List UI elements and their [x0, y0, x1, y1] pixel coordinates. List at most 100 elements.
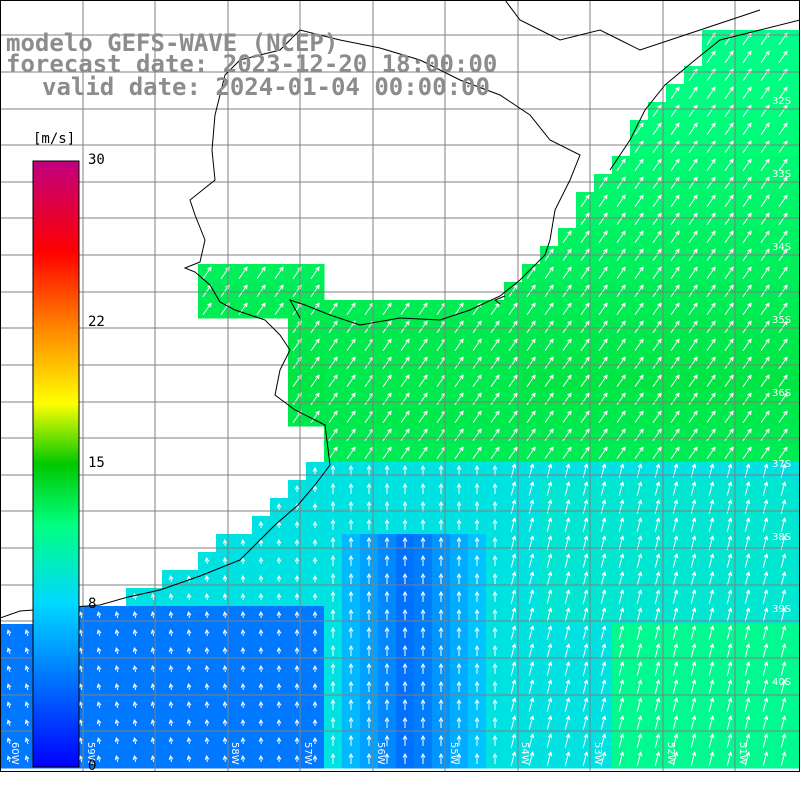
wind-arrow — [312, 646, 318, 655]
wind-arrow — [474, 752, 480, 764]
wind-arrow — [438, 536, 444, 548]
wind-arrow — [762, 463, 769, 478]
wind-arrow — [418, 356, 428, 370]
wind-arrow — [258, 538, 264, 547]
wind-arrow — [724, 374, 734, 388]
wind-arrow — [348, 518, 354, 530]
wind-arrow — [688, 266, 698, 280]
wind-vectors — [6, 32, 788, 766]
wind-arrow — [348, 608, 354, 620]
latitude-label: 36S — [772, 388, 791, 399]
wind-arrow — [402, 734, 408, 746]
wind-arrow — [6, 683, 12, 690]
wind-arrow — [636, 553, 643, 568]
wind-arrow — [636, 625, 643, 640]
wind-arrow — [652, 320, 662, 334]
wind-arrow — [652, 122, 662, 136]
wind-arrow — [150, 647, 156, 655]
wind-arrow — [348, 644, 354, 656]
wind-arrow — [528, 751, 535, 766]
wind-arrow — [330, 590, 336, 602]
wind-arrow — [636, 733, 643, 748]
wind-arrow — [688, 320, 698, 334]
wind-arrow — [546, 643, 553, 658]
wind-arrow — [150, 683, 156, 691]
wind-arrow — [78, 755, 84, 763]
wind-arrow — [598, 428, 608, 442]
wind-arrow — [778, 284, 788, 298]
wind-arrow — [672, 571, 679, 586]
wind-arrow — [510, 661, 517, 676]
wind-arrow — [708, 625, 715, 640]
wind-arrow — [420, 482, 426, 494]
wind-arrow — [724, 194, 734, 208]
wind-arrow — [654, 481, 661, 496]
wind-arrow — [490, 410, 500, 424]
wind-arrow — [510, 697, 517, 712]
wind-arrow — [598, 176, 608, 190]
wind-arrow — [726, 643, 733, 658]
wind-arrow — [564, 733, 571, 748]
wind-arrow — [780, 481, 787, 496]
wind-arrow — [672, 715, 679, 730]
wind-arrow — [168, 629, 174, 637]
wind-arrow — [598, 338, 608, 352]
wind-arrow — [724, 446, 734, 460]
wind-arrow — [528, 481, 535, 496]
wind-arrow — [438, 752, 444, 764]
latitude-label: 33S — [772, 169, 791, 180]
wind-arrow — [492, 626, 498, 638]
wind-arrow — [618, 571, 625, 586]
wind-arrow — [526, 410, 536, 424]
wind-arrow — [744, 733, 751, 748]
wind-arrow — [724, 212, 734, 226]
wind-arrow — [204, 736, 210, 745]
wind-arrow — [636, 571, 643, 586]
wind-arrow — [258, 718, 264, 727]
wind-arrow — [150, 719, 156, 727]
wind-arrow — [600, 499, 607, 514]
wind-arrow — [742, 302, 752, 316]
wind-arrow — [274, 284, 284, 298]
wind-arrow — [690, 463, 697, 478]
wind-arrow — [742, 104, 752, 118]
wind-arrow — [582, 661, 589, 676]
wind-arrow — [706, 374, 716, 388]
wind-arrow — [564, 715, 571, 730]
wind-arrow — [312, 736, 318, 745]
wind-arrow — [312, 556, 318, 565]
wind-arrow — [616, 410, 626, 424]
wind-arrow — [654, 733, 661, 748]
wind-arrow — [168, 593, 174, 601]
wind-arrow — [652, 158, 662, 172]
wind-arrow — [132, 719, 138, 727]
wind-arrow — [330, 500, 336, 512]
wind-arrow — [384, 554, 390, 566]
wind-arrow — [510, 643, 517, 658]
wind-arrow — [294, 646, 300, 655]
wind-arrow — [760, 356, 770, 370]
wind-arrow — [402, 482, 408, 494]
wind-arrow — [528, 679, 535, 694]
wind-cell — [792, 336, 800, 355]
wind-arrow — [328, 356, 338, 370]
wind-arrow — [706, 86, 716, 100]
wind-arrow — [778, 356, 788, 370]
wind-arrow — [724, 302, 734, 316]
coastline — [0, 19, 800, 619]
wind-arrow — [618, 481, 625, 496]
wind-arrow — [6, 629, 12, 636]
wind-arrow — [528, 607, 535, 622]
wind-arrow — [760, 284, 770, 298]
wind-arrow — [616, 302, 626, 316]
wind-arrow — [328, 374, 338, 388]
wind-arrow — [670, 410, 680, 424]
wind-cell — [792, 462, 800, 481]
wind-arrow — [492, 644, 498, 656]
wind-arrow — [276, 574, 282, 583]
wind-arrow — [690, 751, 697, 766]
wind-arrow — [780, 715, 787, 730]
wind-arrow — [744, 571, 751, 586]
wind-arrow — [724, 176, 734, 190]
wind-arrow — [654, 625, 661, 640]
